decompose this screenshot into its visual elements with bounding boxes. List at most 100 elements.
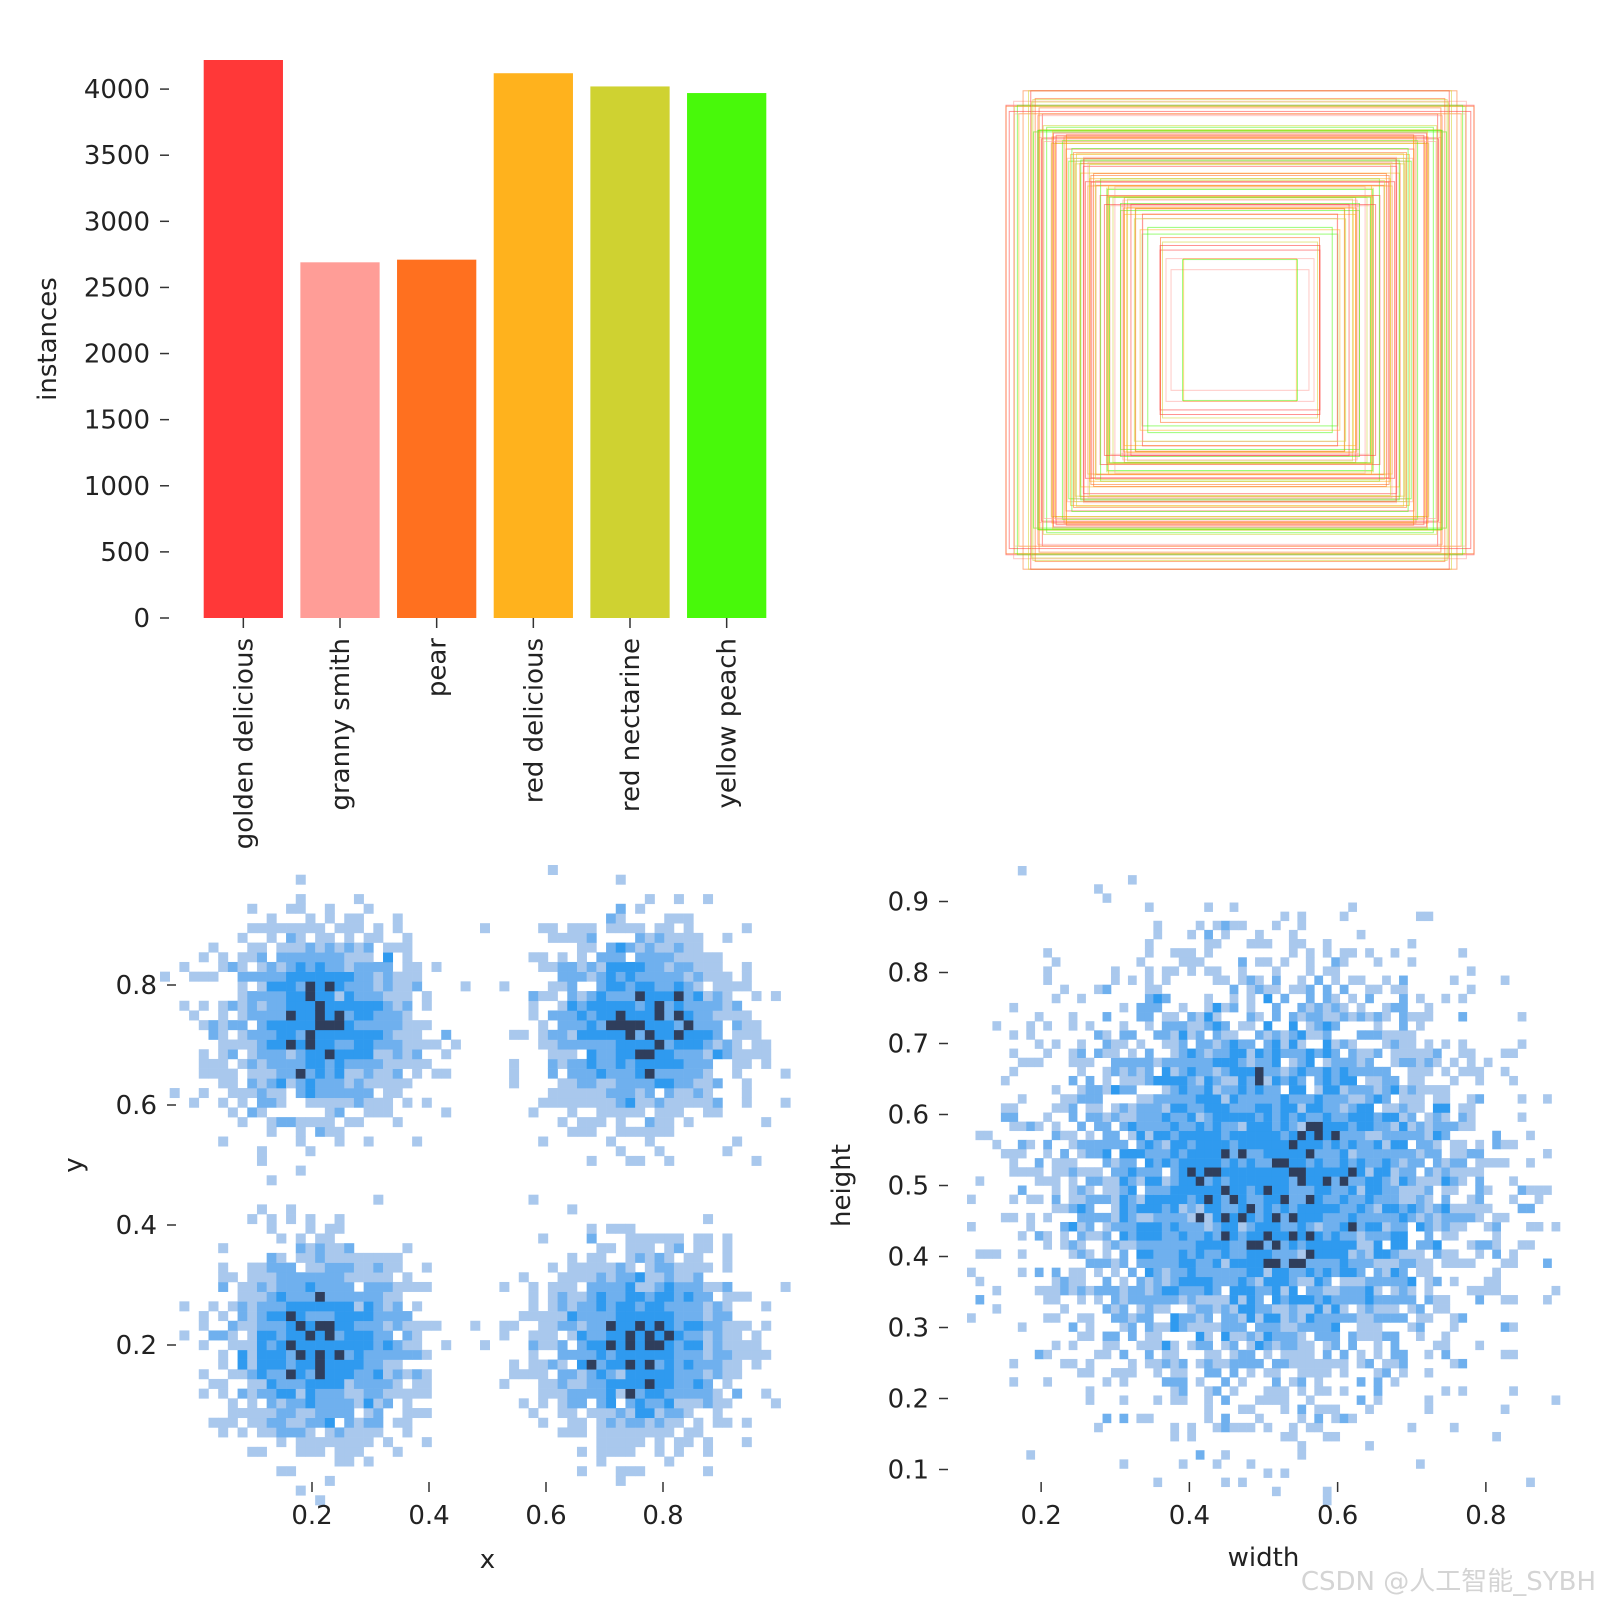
wh-hist-cell [1365, 1358, 1374, 1369]
xy-hist-cell [644, 1388, 655, 1399]
wh-hist-cell [1263, 1066, 1273, 1077]
xy-hist-cell [664, 1427, 675, 1438]
wh-hist-cell [1322, 1276, 1332, 1287]
xy-hist-cell [732, 1068, 743, 1079]
xy-hist-cell [654, 1359, 665, 1370]
wh-hist-cell [1263, 1340, 1273, 1351]
wh-hist-cell [1111, 1112, 1120, 1122]
wh-histogram-panel: 0.2 0.4 0.6 0.80.10.20.30.40.50.60.70.80.9w… [827, 866, 1561, 1573]
xy-hist-cell [315, 942, 326, 953]
xy-hist-cell [276, 1262, 287, 1273]
wh-hist-cell [1111, 1258, 1120, 1268]
xy-hist-cell [606, 1020, 617, 1031]
xy-hist-cell [363, 1039, 374, 1050]
xy-hist-cell [635, 1233, 646, 1244]
xy-hist-cell [538, 1320, 549, 1331]
wh-hist-cell [1195, 1276, 1205, 1287]
wh-hist-cell [1153, 929, 1163, 940]
xy-hist-cell [586, 1155, 597, 1166]
xy-hist-cell [751, 1359, 762, 1370]
wh-hist-cell [1322, 1048, 1332, 1058]
xy-hist-cell [751, 991, 762, 1002]
box-outline [1106, 189, 1374, 471]
xy-hist-cell [286, 1272, 297, 1283]
wh-hist-cell [1331, 1048, 1341, 1058]
wh-hist-cell [1297, 1112, 1307, 1122]
xy-hist-cell [402, 1243, 413, 1254]
xy-hist-cell [596, 1311, 607, 1322]
wh-hist-cell [1077, 993, 1086, 1004]
wh-hist-cell [1161, 1358, 1171, 1369]
wh-hist-cell [1424, 911, 1434, 922]
xy-hist-cell [286, 1029, 297, 1040]
wh-hist-cell [1204, 1048, 1213, 1058]
wh-hist-cell [1288, 1258, 1298, 1268]
wh-hist-cell [1432, 1148, 1442, 1159]
wh-hist-cell [1187, 1285, 1197, 1296]
wh-hist-cell [1229, 1158, 1239, 1168]
xy-hist-cell [703, 1262, 714, 1273]
xy-hist-cell [412, 1408, 423, 1419]
wh-hist-cell [1136, 1103, 1146, 1113]
xy-hist-cell [586, 1301, 597, 1312]
wh-hist-cell [1255, 1295, 1264, 1305]
wh-hist-cell [1288, 1203, 1298, 1214]
wh-hist-cell [1161, 1039, 1171, 1049]
xy-hist-cell [567, 1049, 578, 1060]
xy-hist-cell [596, 952, 607, 963]
xy-hist-cell [576, 952, 587, 963]
wh-hist-cell [1297, 1231, 1307, 1241]
wh-hist-cell [1229, 1276, 1239, 1287]
wh-hist-cell [1136, 1066, 1146, 1077]
xy-hist-cell [286, 1214, 297, 1225]
xy-hist-cell [402, 952, 413, 963]
bar [203, 60, 283, 618]
wh-hist-cell [1466, 1112, 1476, 1122]
wh-hist-cell [1221, 1176, 1230, 1186]
wh-hist-cell [1127, 1194, 1137, 1205]
box-outline [1032, 99, 1448, 561]
xy-hist-cell [606, 1000, 617, 1011]
xy-hist-cell [266, 1349, 277, 1360]
wh-hist-cell [1229, 1349, 1239, 1360]
xy-hist-cell [673, 1311, 684, 1322]
wh-hist-cell [1136, 1139, 1146, 1150]
wh-hist-cell [1373, 1121, 1383, 1132]
xy-hist-cell [606, 1291, 617, 1302]
box-outline [1127, 198, 1353, 462]
wh-hist-cell [1356, 1285, 1366, 1296]
xy-hist-cell [179, 1301, 190, 1312]
xy-hist-cell [198, 1058, 209, 1069]
wh-hist-cell [1424, 1066, 1434, 1077]
wh-hist-cell [1322, 1222, 1332, 1232]
xy-hist-cell [256, 1369, 267, 1380]
xy-hist-cell [751, 1039, 762, 1050]
xy-hist-cell [693, 942, 704, 953]
wh-hist-cell [1390, 1231, 1400, 1241]
wh-hist-cell [1322, 1258, 1332, 1268]
xy-hist-cell [518, 1272, 529, 1283]
wh-hist-cell [1263, 1322, 1273, 1332]
xy-hist-cell [664, 1398, 675, 1409]
xy-hist-cell [305, 1039, 316, 1050]
wh-hist-cell [1229, 1094, 1239, 1104]
wh-hist-cell [1119, 1194, 1129, 1205]
wh-hist-cell [1238, 1331, 1247, 1341]
xy-hist-cell [606, 1272, 617, 1283]
wh-hist-cell [1026, 1222, 1036, 1232]
xy-hist-cell [741, 1340, 752, 1351]
xy-hist-cell [373, 1272, 384, 1283]
wh-hist-cell [1161, 1066, 1171, 1077]
xy-hist-cell [344, 971, 355, 982]
wh-hist-cell [1204, 1395, 1213, 1405]
xy-hist-cell [247, 971, 258, 982]
wh-hist-cell [1221, 1148, 1230, 1159]
wh-hist-cell [1229, 1103, 1239, 1113]
xy-hist-cell [615, 1311, 626, 1322]
xy-hist-cell [324, 991, 335, 1002]
xy-hist-cell [373, 1330, 384, 1341]
xy-hist-cell [586, 1039, 597, 1050]
xy-hist-cell [256, 1359, 267, 1370]
xy-hist-cell [557, 1272, 568, 1283]
xy-hist-cell [606, 1340, 617, 1351]
